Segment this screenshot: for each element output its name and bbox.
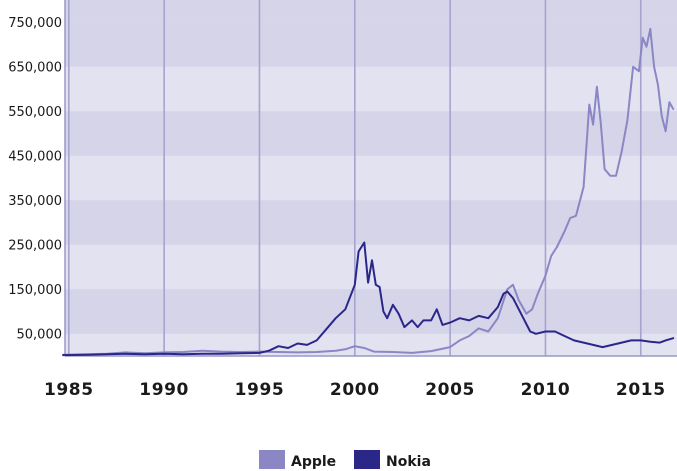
- grid-band: [65, 0, 677, 23]
- y-tick-label: 550,000: [8, 105, 62, 120]
- y-tick-label: 350,000: [8, 194, 62, 209]
- series-line-apple: [62, 27, 675, 356]
- grid-band: [65, 111, 677, 156]
- y-tick-labels: 50,000 150,000 250,000 350,000 450,000 550,00…: [8, 16, 62, 343]
- grid-band: [65, 22, 677, 67]
- legend-swatch-apple: [259, 450, 285, 469]
- y-tick-label: 750,000: [8, 16, 62, 31]
- x-tick-label: 2015: [616, 380, 666, 400]
- background-bands: [65, 0, 677, 356]
- x-tick-label: 1995: [235, 380, 285, 400]
- series-line-nokia: [62, 241, 675, 357]
- x-tick-label: 2000: [330, 380, 380, 400]
- x-tick-labels: 1985 1990 1995 2000 2005 2010 2015: [44, 380, 666, 400]
- x-tick-label: 2005: [425, 380, 475, 400]
- legend: Apple Nokia: [259, 450, 431, 470]
- x-tick-label: 2010: [521, 380, 571, 400]
- legend-label-nokia: Nokia: [386, 454, 431, 470]
- legend-label-apple: Apple: [291, 454, 336, 470]
- grid-band: [65, 289, 677, 334]
- series-lines: [62, 27, 675, 357]
- y-tick-label: 450,000: [8, 149, 62, 164]
- axes: [64, 0, 677, 357]
- y-tick-label: 650,000: [8, 60, 62, 75]
- x-tick-label: 1985: [44, 380, 94, 400]
- y-tick-label: 150,000: [8, 283, 62, 298]
- grid-band: [65, 200, 677, 245]
- y-tick-label: 250,000: [8, 238, 62, 253]
- x-tick-label: 1990: [139, 380, 189, 400]
- y-tick-label: 50,000: [17, 327, 63, 342]
- legend-swatch-nokia: [354, 450, 380, 469]
